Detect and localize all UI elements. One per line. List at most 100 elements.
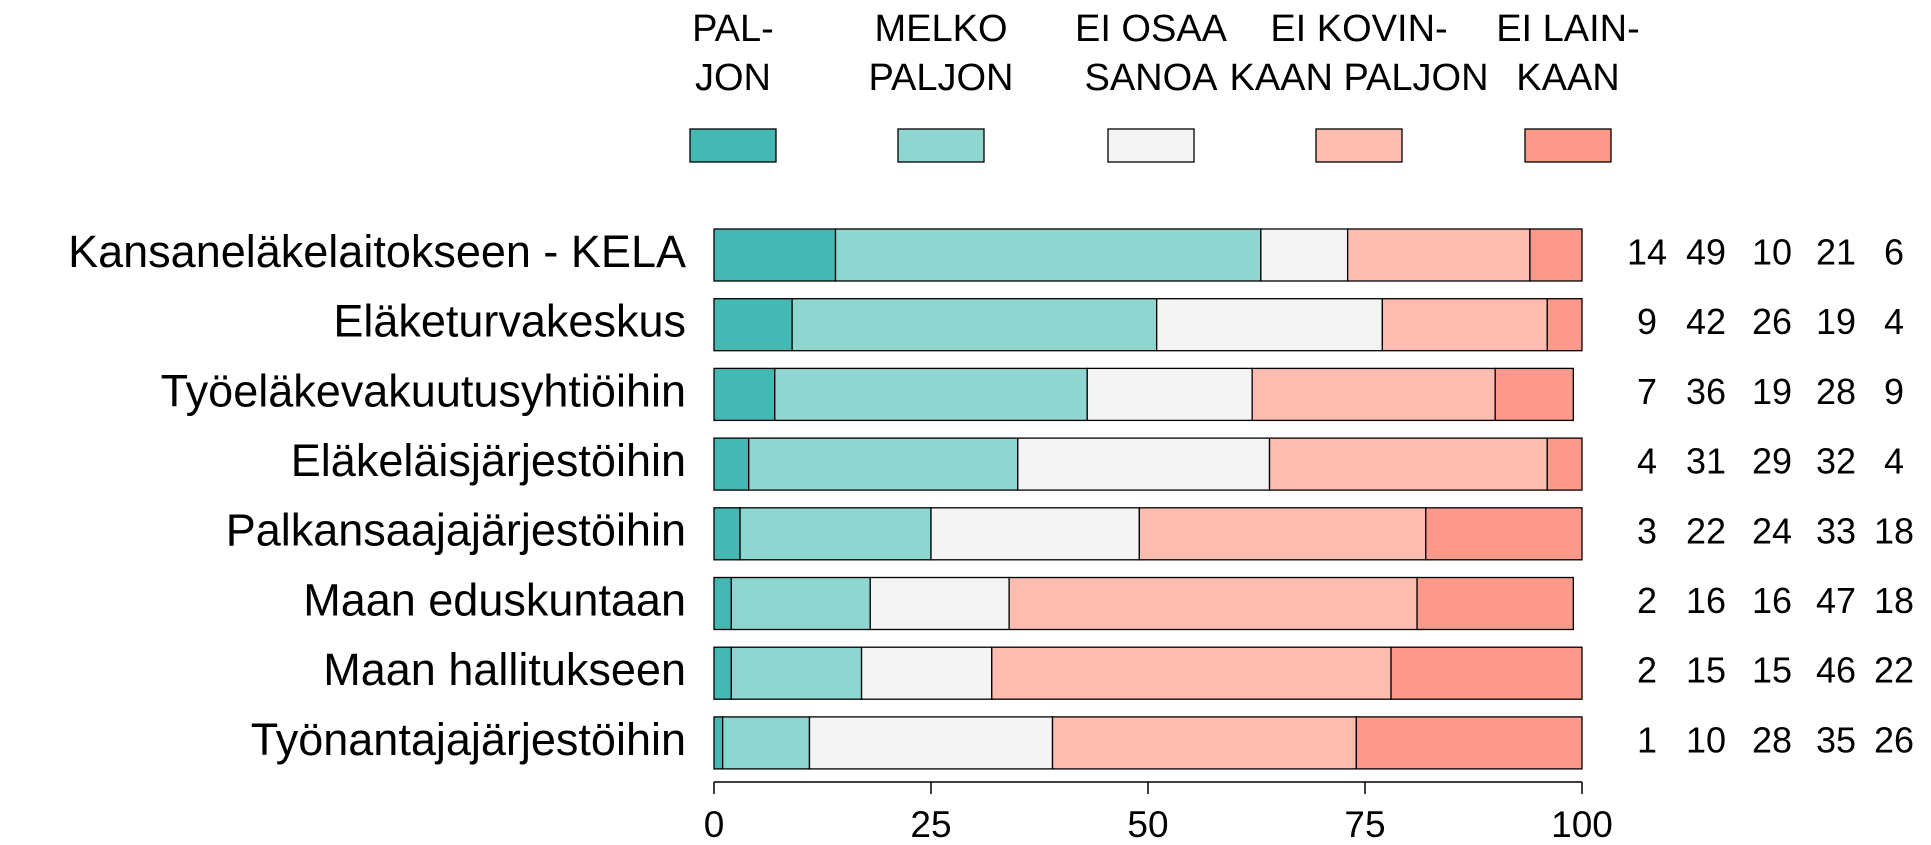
value-label: 28 bbox=[1752, 719, 1792, 760]
legend-label: KAAN PALJON bbox=[1229, 57, 1488, 99]
value-label: 35 bbox=[1816, 719, 1856, 760]
bar-segment bbox=[1086, 367, 1253, 422]
value-label: 26 bbox=[1752, 301, 1792, 342]
bar-segment bbox=[1546, 298, 1583, 352]
bar-segment bbox=[991, 646, 1392, 700]
value-label: 29 bbox=[1752, 441, 1792, 482]
category-label: Kansaneläkelaitokseen - KELA bbox=[68, 226, 686, 277]
legend-label: PAL- bbox=[692, 8, 774, 50]
bar-segment bbox=[1268, 437, 1548, 491]
value-label: 36 bbox=[1686, 371, 1726, 412]
legend-label: SANOA bbox=[1084, 57, 1218, 99]
bar-segment bbox=[730, 576, 871, 631]
legend-label: EI KOVIN- bbox=[1270, 8, 1447, 50]
legend-swatch bbox=[689, 128, 777, 163]
bar-segment bbox=[713, 298, 793, 352]
x-tick-label: 100 bbox=[1551, 804, 1613, 845]
category-label: Työnantajajärjestöihin bbox=[251, 714, 686, 765]
value-label: 24 bbox=[1752, 510, 1792, 551]
bar-segment bbox=[713, 437, 750, 491]
bar-segment bbox=[713, 507, 741, 561]
bar-segment bbox=[1260, 228, 1349, 282]
category-label: Työeläkevakuutusyhtiöihin bbox=[161, 365, 686, 416]
value-label: 31 bbox=[1686, 441, 1726, 482]
value-label: 14 bbox=[1627, 232, 1667, 273]
value-label: 9 bbox=[1884, 371, 1904, 412]
bar-segment bbox=[713, 228, 837, 282]
value-label: 3 bbox=[1637, 510, 1657, 551]
value-label: 7 bbox=[1637, 371, 1657, 412]
legend-swatch bbox=[1107, 128, 1195, 163]
value-label: 22 bbox=[1874, 650, 1914, 691]
legend-label: JON bbox=[695, 57, 771, 99]
value-label: 6 bbox=[1884, 232, 1904, 273]
legend-swatch bbox=[1524, 128, 1612, 163]
bar-segment bbox=[1008, 576, 1418, 631]
bar-segment bbox=[808, 716, 1054, 770]
bar-segment bbox=[834, 228, 1262, 282]
value-label: 19 bbox=[1816, 301, 1856, 342]
bar-segment bbox=[1156, 298, 1384, 352]
value-label: 15 bbox=[1752, 650, 1792, 691]
bar-segment bbox=[713, 576, 733, 631]
value-label: 4 bbox=[1884, 301, 1904, 342]
value-label: 9 bbox=[1637, 301, 1657, 342]
bar-segment bbox=[1381, 298, 1548, 352]
value-label: 46 bbox=[1816, 650, 1856, 691]
bar-segment bbox=[1416, 576, 1574, 631]
legend-swatch bbox=[1315, 128, 1403, 163]
value-label: 19 bbox=[1752, 371, 1792, 412]
bar-segment bbox=[1425, 507, 1583, 561]
x-tick-label: 50 bbox=[1127, 804, 1168, 845]
value-label: 10 bbox=[1686, 719, 1726, 760]
bar-segment bbox=[930, 507, 1140, 561]
bar-segment bbox=[730, 646, 863, 700]
value-label: 28 bbox=[1816, 371, 1856, 412]
legend-label: KAAN bbox=[1516, 57, 1619, 99]
value-label: 4 bbox=[1637, 441, 1657, 482]
x-tick-label: 75 bbox=[1344, 804, 1385, 845]
bar-segment bbox=[1346, 228, 1531, 282]
bar-segment bbox=[713, 367, 776, 422]
bar-segment bbox=[1494, 367, 1574, 422]
value-label: 1 bbox=[1637, 719, 1657, 760]
bar-segment bbox=[713, 716, 724, 770]
bar-segment bbox=[1138, 507, 1427, 561]
legend-label: MELKO bbox=[874, 8, 1007, 50]
x-tick-label: 25 bbox=[910, 804, 951, 845]
bar-segment bbox=[1546, 437, 1583, 491]
value-label: 26 bbox=[1874, 719, 1914, 760]
value-label: 4 bbox=[1884, 441, 1904, 482]
value-label: 47 bbox=[1816, 580, 1856, 621]
value-label: 42 bbox=[1686, 301, 1726, 342]
value-label: 15 bbox=[1686, 650, 1726, 691]
category-label: Eläkeläisjärjestöihin bbox=[291, 435, 686, 486]
value-label: 2 bbox=[1637, 650, 1657, 691]
value-label: 2 bbox=[1637, 580, 1657, 621]
bar-segment bbox=[1390, 646, 1583, 700]
legend-swatch bbox=[897, 128, 985, 163]
bar-segment bbox=[713, 646, 733, 700]
legend-label: EI OSAA bbox=[1075, 8, 1228, 50]
bar-segment bbox=[739, 507, 932, 561]
bar-segment bbox=[722, 716, 811, 770]
value-label: 32 bbox=[1816, 441, 1856, 482]
bar-segment bbox=[869, 576, 1010, 631]
value-label: 16 bbox=[1752, 580, 1792, 621]
bar-segment bbox=[860, 646, 993, 700]
category-label: Palkansaajajärjestöihin bbox=[226, 505, 686, 556]
value-label: 49 bbox=[1686, 232, 1726, 273]
legend-label: EI LAIN- bbox=[1496, 8, 1640, 50]
bar-segment bbox=[791, 298, 1158, 352]
bar-segment bbox=[1529, 228, 1583, 282]
value-label: 18 bbox=[1874, 580, 1914, 621]
category-label: Maan eduskuntaan bbox=[303, 574, 686, 625]
bar-segment bbox=[774, 367, 1088, 422]
x-tick-label: 0 bbox=[704, 804, 725, 845]
bar-segment bbox=[1051, 716, 1357, 770]
value-label: 21 bbox=[1816, 232, 1856, 273]
value-label: 10 bbox=[1752, 232, 1792, 273]
value-label: 22 bbox=[1686, 510, 1726, 551]
value-label: 18 bbox=[1874, 510, 1914, 551]
